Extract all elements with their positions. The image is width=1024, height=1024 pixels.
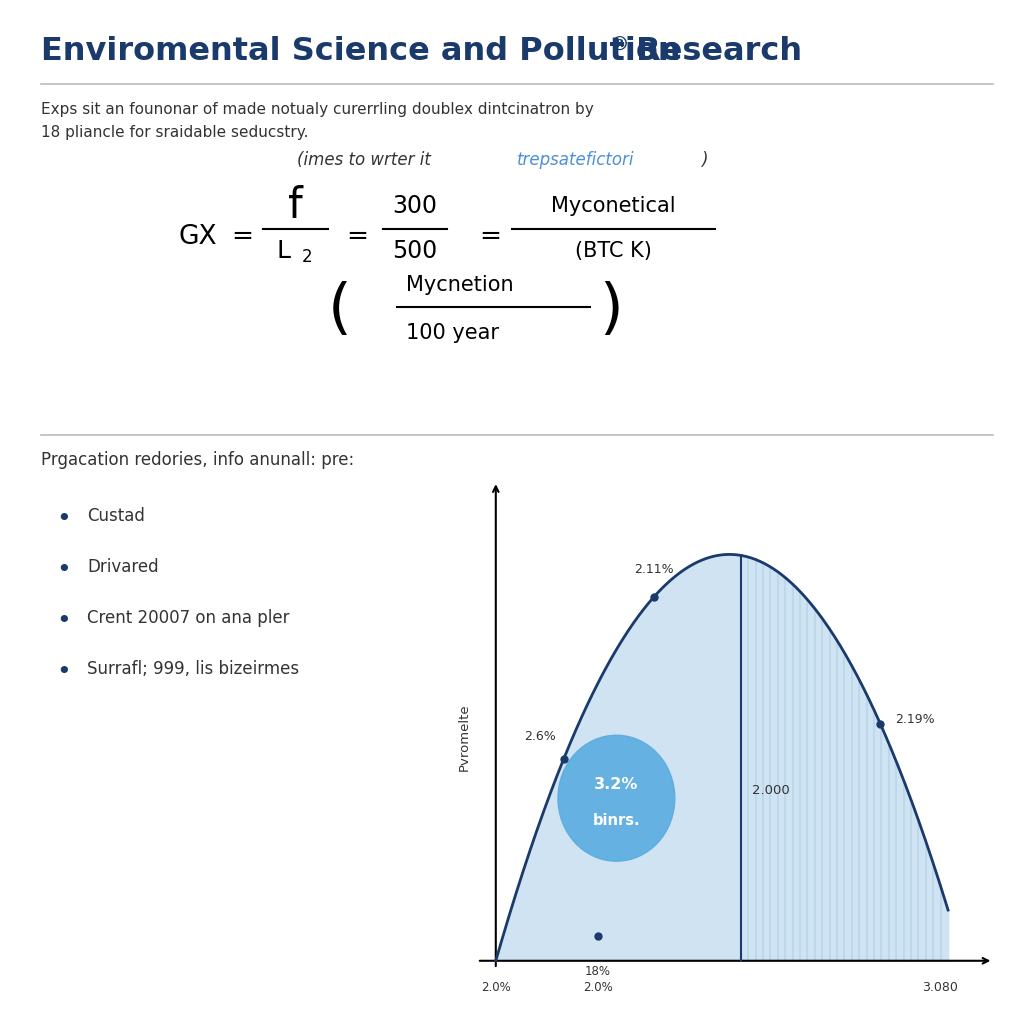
Text: 2.0%: 2.0%: [481, 981, 511, 994]
Text: •: •: [56, 660, 71, 684]
Text: 100 year: 100 year: [406, 323, 499, 343]
Text: ®: ®: [609, 36, 629, 55]
Text: =: =: [231, 224, 253, 250]
Text: Enviromental Science and Pollution: Enviromental Science and Pollution: [41, 36, 681, 67]
Text: GX: GX: [178, 224, 217, 250]
Text: (BTC K): (BTC K): [574, 241, 652, 261]
Text: 3.2%: 3.2%: [594, 776, 639, 792]
Text: •: •: [56, 507, 71, 530]
Text: L: L: [276, 240, 291, 263]
Text: =: =: [346, 224, 368, 250]
Text: 2.0%: 2.0%: [583, 981, 612, 994]
Text: •: •: [56, 609, 71, 633]
Text: ): ): [701, 151, 708, 169]
Text: (: (: [328, 281, 351, 340]
Text: Crent 20007 on ana pler: Crent 20007 on ana pler: [87, 609, 290, 628]
Text: Prgacation redories, info anunall: pre:: Prgacation redories, info anunall: pre:: [41, 451, 354, 469]
Text: Surrafl; 999, lis bizeirmes: Surrafl; 999, lis bizeirmes: [87, 660, 299, 679]
Text: 3.080: 3.080: [923, 981, 958, 994]
Text: Drivared: Drivared: [87, 558, 159, 577]
Text: Exps sit an founonar of made notualy curerrling doublex dintcinatron by: Exps sit an founonar of made notualy cur…: [41, 102, 594, 118]
Text: (imes to wrter it: (imes to wrter it: [297, 151, 436, 169]
Circle shape: [558, 735, 675, 861]
Text: 18%: 18%: [585, 965, 610, 978]
Text: Mycnetion: Mycnetion: [406, 274, 514, 295]
Text: 2.6%: 2.6%: [524, 730, 556, 742]
Text: binrs.: binrs.: [593, 813, 640, 828]
Text: trepsatefictori: trepsatefictori: [517, 151, 635, 169]
Text: 2.19%: 2.19%: [895, 713, 935, 726]
Text: 300: 300: [393, 195, 437, 218]
Text: 2: 2: [302, 248, 312, 266]
Text: 18 pliancle for sraidable seducstry.: 18 pliancle for sraidable seducstry.: [41, 125, 308, 140]
Text: =: =: [480, 224, 502, 250]
Text: Myconetical: Myconetical: [551, 196, 676, 216]
Text: 500: 500: [392, 240, 438, 263]
Text: Pvromelte: Pvromelte: [458, 703, 470, 771]
Text: •: •: [56, 558, 71, 582]
Text: ): ): [600, 281, 624, 340]
Text: f: f: [288, 185, 303, 227]
Text: Custad: Custad: [87, 507, 145, 525]
Text: 2.000: 2.000: [752, 783, 790, 797]
Text: Research: Research: [625, 36, 802, 67]
Text: 2.11%: 2.11%: [634, 563, 674, 577]
